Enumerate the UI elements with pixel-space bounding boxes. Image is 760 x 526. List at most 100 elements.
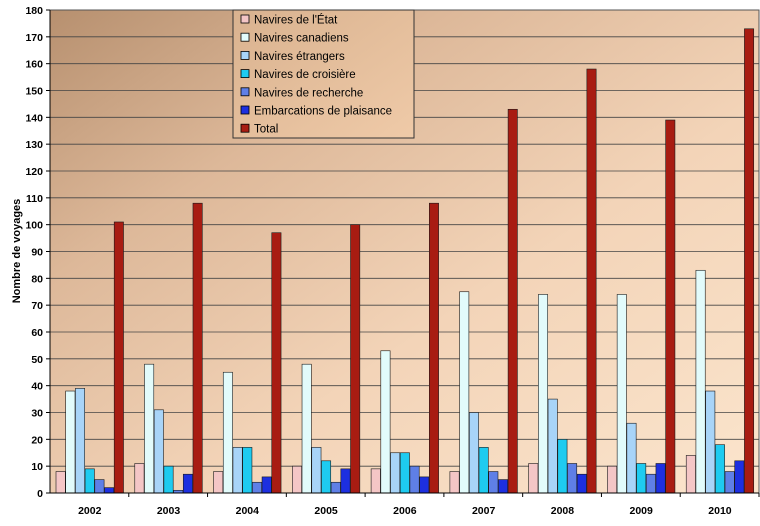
legend-swatch xyxy=(240,69,250,78)
legend-label: Navires de recherche xyxy=(254,87,363,99)
bar xyxy=(84,468,95,494)
y-tick-label: 120 xyxy=(25,166,43,178)
bar xyxy=(340,468,351,494)
bar xyxy=(468,412,479,494)
bar xyxy=(301,363,312,494)
bar xyxy=(528,463,539,494)
bar xyxy=(705,390,716,494)
legend-label: Navires canadiens xyxy=(254,33,349,45)
bar xyxy=(321,460,332,494)
bar xyxy=(153,409,164,494)
bar xyxy=(192,202,203,494)
x-tick-label: 2004 xyxy=(236,505,260,517)
bar xyxy=(547,398,558,494)
legend-box xyxy=(232,9,415,139)
x-tick-label: 2007 xyxy=(472,505,496,517)
legend-label: Navires de l'État xyxy=(254,14,338,27)
bar xyxy=(399,452,410,494)
bar xyxy=(390,452,401,494)
bar xyxy=(645,473,656,494)
y-axis-label: Nombre de voyages xyxy=(11,199,23,304)
y-tick-label: 170 xyxy=(25,32,43,44)
y-tick-label: 70 xyxy=(31,300,43,312)
y-tick-label: 0 xyxy=(37,488,43,500)
bar xyxy=(232,447,243,494)
bar xyxy=(507,108,518,494)
bar xyxy=(636,463,647,494)
y-tick-label: 40 xyxy=(31,381,43,393)
bar xyxy=(616,294,627,494)
y-tick-label: 100 xyxy=(25,220,43,232)
bar xyxy=(213,471,224,494)
axes: 0 10 20 30 40 50 60 70 80 90 100 110 120 130 140 150 160… xyxy=(25,5,760,517)
x-tick-label: 2009 xyxy=(630,505,654,517)
bar xyxy=(538,294,548,494)
x-tick-label: 2005 xyxy=(314,505,338,517)
bar xyxy=(744,28,755,494)
bar xyxy=(409,465,420,494)
bar xyxy=(557,439,568,494)
bar xyxy=(252,481,262,494)
bar xyxy=(626,422,637,494)
bar xyxy=(163,465,174,494)
bar xyxy=(292,465,302,494)
legend-swatch xyxy=(240,87,250,97)
bar xyxy=(734,460,745,494)
bar xyxy=(429,202,439,494)
bar xyxy=(104,487,115,494)
bar xyxy=(655,463,666,494)
bar xyxy=(665,119,676,494)
y-tick-label: 30 xyxy=(31,408,43,420)
bar xyxy=(715,444,725,494)
bar xyxy=(144,363,155,494)
bar xyxy=(685,455,696,494)
bar xyxy=(607,465,618,494)
legend: Navires de l'État Navires canadiens Navire… xyxy=(232,9,415,139)
bar xyxy=(261,476,272,494)
bar xyxy=(380,350,391,494)
bar xyxy=(370,468,381,494)
bar xyxy=(567,463,578,494)
bar xyxy=(134,463,145,494)
legend-label: Navires étrangers xyxy=(254,51,345,63)
y-tick-label: 20 xyxy=(31,434,43,446)
bar xyxy=(498,479,508,494)
x-tick-label: 2008 xyxy=(551,505,575,517)
bar xyxy=(330,481,341,494)
y-tick-label: 60 xyxy=(31,327,43,339)
x-tick-label: 2006 xyxy=(393,505,417,517)
legend-label: Embarcations de plaisance xyxy=(254,106,392,118)
bar xyxy=(182,473,193,494)
bar xyxy=(488,471,499,494)
bar xyxy=(311,447,322,494)
bar xyxy=(271,232,282,494)
bar xyxy=(478,447,489,494)
legend-swatch xyxy=(240,14,250,24)
legend-swatch xyxy=(240,123,250,133)
bar xyxy=(695,269,706,494)
x-tick-label: 2010 xyxy=(708,505,732,517)
legend-swatch xyxy=(240,105,250,115)
bar xyxy=(242,447,253,494)
bar xyxy=(55,471,66,494)
bar xyxy=(586,68,597,494)
bar xyxy=(419,476,430,494)
y-tick-label: 110 xyxy=(26,193,43,205)
y-tick-label: 150 xyxy=(25,86,43,98)
bar xyxy=(449,471,460,494)
y-tick-label: 130 xyxy=(25,139,43,151)
bar xyxy=(75,388,86,494)
bar xyxy=(459,291,470,494)
y-tick-label: 140 xyxy=(25,112,43,124)
bar xyxy=(94,479,105,494)
x-tick-label: 2003 xyxy=(157,505,181,517)
y-tick-label: 80 xyxy=(31,273,43,285)
y-tick-label: 180 xyxy=(25,5,43,17)
bars xyxy=(55,28,755,494)
bar xyxy=(350,224,361,494)
y-tick-label: 90 xyxy=(31,247,43,259)
bar xyxy=(724,471,735,494)
legend-swatch xyxy=(240,51,250,60)
